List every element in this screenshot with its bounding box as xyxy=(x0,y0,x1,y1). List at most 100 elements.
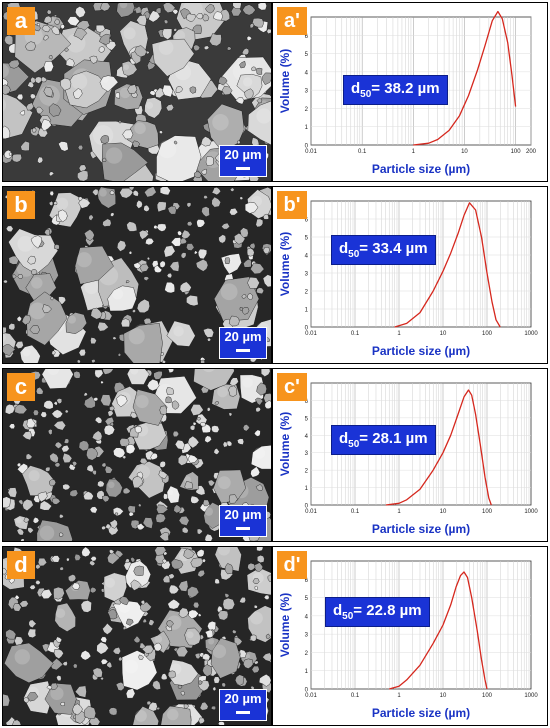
particle xyxy=(16,315,22,322)
particle xyxy=(183,703,190,709)
particle-highlight xyxy=(22,348,31,357)
particle xyxy=(193,369,235,391)
particle xyxy=(62,661,68,667)
particle xyxy=(141,644,154,654)
particle xyxy=(3,496,11,509)
particle xyxy=(146,257,150,261)
particle xyxy=(195,12,204,20)
particle xyxy=(263,213,269,220)
particle xyxy=(144,187,157,198)
particle xyxy=(241,293,247,299)
particle xyxy=(4,34,14,46)
particle xyxy=(64,580,91,601)
particle xyxy=(139,458,148,465)
particle xyxy=(194,171,202,179)
distribution-curve xyxy=(413,10,517,146)
particle xyxy=(122,487,131,495)
particle xyxy=(187,435,200,449)
particle xyxy=(136,523,145,531)
particle xyxy=(101,495,110,503)
particle xyxy=(110,212,115,217)
particle xyxy=(68,574,77,582)
particle xyxy=(251,665,260,674)
particle-highlight xyxy=(242,77,253,87)
particle xyxy=(132,189,139,197)
particle xyxy=(74,245,114,285)
x-axis-label: Particle size (µm) xyxy=(372,344,470,358)
particle xyxy=(107,410,114,417)
particle xyxy=(146,700,152,706)
particle xyxy=(89,506,98,514)
particle xyxy=(189,86,197,94)
particle xyxy=(264,400,271,409)
particle xyxy=(196,417,202,421)
particle xyxy=(166,272,173,279)
particle-highlight xyxy=(208,638,215,645)
particle xyxy=(247,276,260,289)
particle xyxy=(108,549,115,555)
particle xyxy=(53,586,65,600)
particle xyxy=(212,686,217,691)
particle xyxy=(150,452,158,461)
particle xyxy=(22,498,34,512)
particle xyxy=(112,336,117,340)
particle xyxy=(109,405,115,412)
particle xyxy=(60,77,72,91)
particle xyxy=(242,4,256,16)
particle-highlight xyxy=(118,601,131,614)
particle xyxy=(179,471,199,491)
x-tick-label: 100 xyxy=(482,693,493,699)
particle xyxy=(69,489,79,497)
particle xyxy=(159,260,166,268)
particle xyxy=(3,326,7,334)
particle xyxy=(167,670,176,679)
particle xyxy=(134,45,147,58)
particle xyxy=(51,25,60,36)
distribution-curve xyxy=(394,202,501,328)
particle xyxy=(226,46,232,51)
particle xyxy=(190,557,204,568)
particle xyxy=(77,170,89,181)
particle xyxy=(239,196,244,200)
particle xyxy=(114,512,119,516)
particle xyxy=(27,255,37,265)
scale-bar: 20 µm xyxy=(219,327,267,359)
particle xyxy=(241,47,250,56)
particle xyxy=(96,641,109,655)
particle xyxy=(158,470,168,480)
particle xyxy=(32,127,37,133)
particle xyxy=(7,487,18,498)
particle xyxy=(48,200,54,206)
particle xyxy=(186,221,193,227)
particle xyxy=(3,279,8,284)
particle xyxy=(51,350,56,356)
particle xyxy=(200,168,208,175)
distribution-curve xyxy=(389,571,488,690)
y-tick-label: 6 xyxy=(305,218,309,224)
particle xyxy=(116,394,128,408)
x-tick-label: 0.1 xyxy=(351,509,360,515)
particle xyxy=(20,538,25,541)
particle xyxy=(262,246,270,254)
particle xyxy=(53,401,58,406)
particle xyxy=(202,653,211,661)
particle-highlight xyxy=(217,386,228,398)
particle xyxy=(102,218,112,227)
particle xyxy=(36,519,73,541)
particle xyxy=(48,103,62,117)
particle xyxy=(200,359,205,363)
particle xyxy=(211,196,221,208)
particle xyxy=(99,33,111,45)
particle xyxy=(132,140,141,148)
particle xyxy=(192,601,200,609)
particle-highlight xyxy=(28,470,40,482)
particle xyxy=(46,685,53,690)
particle xyxy=(90,556,97,562)
particle xyxy=(247,293,253,301)
particle xyxy=(40,589,53,600)
particle xyxy=(251,66,256,71)
particle xyxy=(229,377,239,387)
size-distribution-chart: 0 1 2 3 4 5 6 0.01 0.1 1 10 100 1000 Particle size (µ… xyxy=(272,186,548,364)
particle xyxy=(94,416,103,424)
particle xyxy=(118,120,122,124)
